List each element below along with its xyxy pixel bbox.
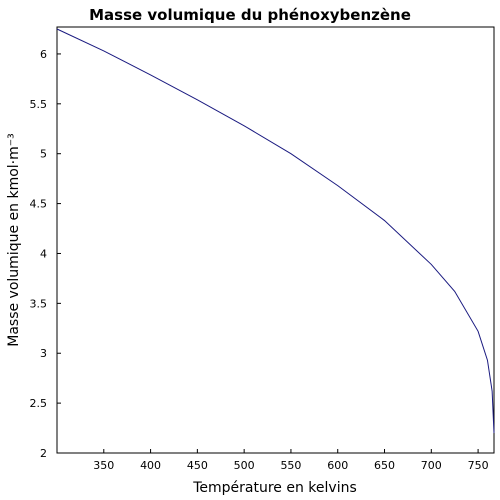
x-tick-label: 450 [187,459,208,472]
x-tick-label: 750 [468,459,489,472]
x-axis-ticks: 350 400 450 500 550 600 650 700 750 [93,449,489,472]
y-tick-label: 5 [40,148,47,161]
y-axis-label: Masse volumique en kmol·m⁻³ [6,133,22,347]
y-tick-label: 2.5 [30,397,48,410]
y-tick-label: 4.5 [30,198,48,211]
x-tick-label: 500 [234,459,255,472]
y-tick-label: 4 [40,247,47,260]
x-tick-label: 650 [374,459,395,472]
x-tick-label: 350 [93,459,114,472]
y-axis-ticks: 2 2.5 3 3.5 4 4.5 5 5.5 6 [30,48,61,460]
x-tick-label: 700 [421,459,442,472]
y-tick-label: 6 [40,48,47,61]
y-tick-label: 3 [40,347,47,360]
x-tick-label: 550 [280,459,301,472]
plot-frame [56,26,495,454]
x-axis-label: Température en kelvins [192,480,357,496]
x-tick-label: 600 [327,459,348,472]
y-tick-label: 5.5 [30,98,48,111]
y-tick-label: 2 [40,447,47,460]
x-tick-label: 400 [140,459,161,472]
chart-title: Masse volumique du phénoxybenzène [89,6,411,24]
y-tick-label: 3.5 [30,297,48,310]
series-line [56,28,495,434]
